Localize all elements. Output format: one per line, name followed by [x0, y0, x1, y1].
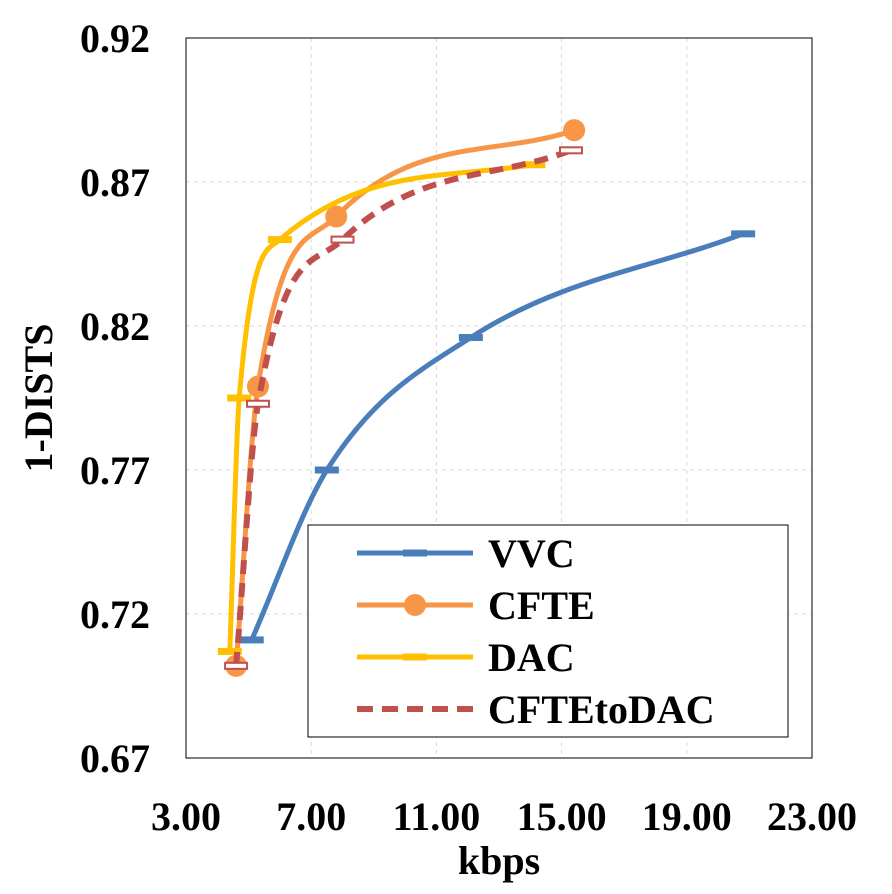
legend-box: [307, 524, 789, 738]
x-tick-label: 23.00: [767, 794, 857, 839]
y-axis-title: 1-DISTS: [16, 324, 61, 473]
data-point-cfte: [325, 205, 348, 228]
x-tick-label: 3.00: [151, 794, 221, 839]
legend-label-cfte: CFTE: [488, 583, 595, 628]
data-point-dac: [217, 647, 242, 655]
series-line-cftetodac: [233, 147, 573, 667]
series-line-dac: [227, 162, 536, 654]
plot-area-border: [185, 37, 813, 759]
x-tick-label: 11.00: [393, 794, 481, 839]
y-tick-label: 0.92: [80, 16, 150, 61]
x-tick-label: 7.00: [276, 794, 346, 839]
data-point-vvc: [731, 230, 756, 238]
x-tick-label: 19.00: [642, 794, 732, 839]
data-point-dac: [227, 394, 252, 402]
tick-labels: 3.00 7.00 11.00 15.00 19.00 23.00 0.67 0.72 0.77…: [80, 16, 857, 839]
series-line-cfte: [233, 127, 577, 669]
legend-marker-vvc: [403, 549, 427, 557]
series-dac: [217, 161, 546, 655]
y-tick-label: 0.67: [80, 736, 150, 781]
legend-marker-cfte: [404, 594, 426, 616]
data-point-cfte: [563, 119, 586, 142]
x-axis-title: kbps: [458, 838, 540, 883]
series-vvc: [239, 230, 756, 644]
data-point-vvc: [239, 636, 264, 644]
series-cftetodac: [224, 146, 583, 670]
series-layer: [217, 119, 756, 677]
data-point-dac: [521, 161, 546, 169]
data-point-cftetodac: [558, 146, 583, 155]
x-tick-label: 15.00: [517, 794, 607, 839]
data-point-dac: [267, 236, 292, 244]
data-point-cftetodac: [245, 399, 270, 408]
data-point-vvc: [314, 466, 339, 474]
data-point-vvc: [458, 334, 483, 342]
y-tick-label: 0.72: [80, 592, 150, 637]
y-tick-label: 0.77: [80, 448, 150, 493]
legend-marker-dac: [403, 653, 427, 661]
legend: VVC CFTE DAC CFTEtoDAC: [307, 524, 789, 738]
data-point-cftetodac: [330, 235, 355, 244]
series-line-vvc: [249, 231, 746, 643]
data-point-cftetodac: [224, 661, 249, 670]
legend-label-dac: DAC: [488, 635, 575, 680]
legend-label-cftetodac: CFTEtoDAC: [488, 687, 715, 732]
y-tick-label: 0.82: [80, 304, 150, 349]
legend-label-vvc: VVC: [488, 531, 575, 576]
y-tick-label: 0.87: [80, 160, 150, 205]
